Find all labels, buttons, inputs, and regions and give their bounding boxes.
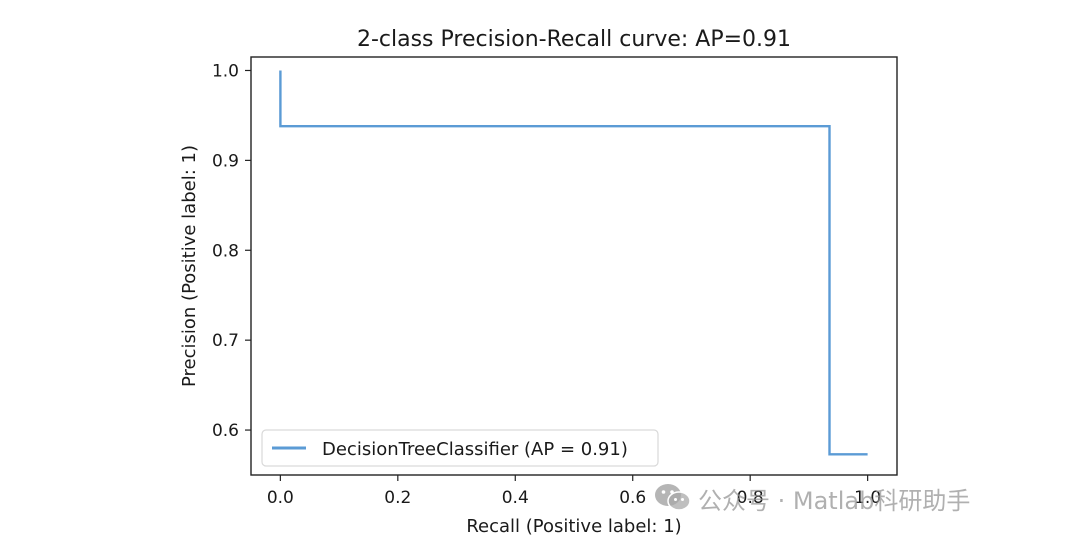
y-tick-label: 0.7 [212,331,239,351]
x-tick-label: 0.2 [384,488,411,508]
series-layer [279,70,868,456]
wechat-icon [654,482,692,514]
x-tick-label: 0.8 [737,488,764,508]
pr-curve-line [279,70,868,456]
chart-title: 2-class Precision-Recall curve: AP=0.91 [357,27,791,52]
x-tick-label: 0.4 [502,488,529,508]
watermark-text: 公众号 · Matlab科研助手 [698,486,971,515]
x-tick-label: 1.0 [854,488,881,508]
x-axis-label: Recall (Positive label: 1) [466,516,681,537]
x-axis: 0.0 0.2 0.4 0.6 0.8 1.0 [267,475,881,508]
x-tick-label: 0.6 [619,488,646,508]
legend-label: DecisionTreeClassifier (AP = 0.91) [322,439,628,460]
y-tick-label: 0.9 [212,151,239,171]
watermark: 公众号 · Matlab科研助手 [654,478,970,518]
y-tick-label: 1.0 [212,61,239,81]
y-tick-label: 0.6 [212,421,239,441]
plot-area [250,56,898,476]
legend-box [261,429,659,467]
y-axis: 0.6 0.7 0.8 0.9 1.0 [212,61,251,441]
legend: DecisionTreeClassifier (AP = 0.91) [261,429,659,467]
y-tick-label: 0.8 [212,241,239,261]
y-axis-label: Precision (Positive label: 1) [179,145,200,387]
x-tick-label: 0.0 [267,488,294,508]
